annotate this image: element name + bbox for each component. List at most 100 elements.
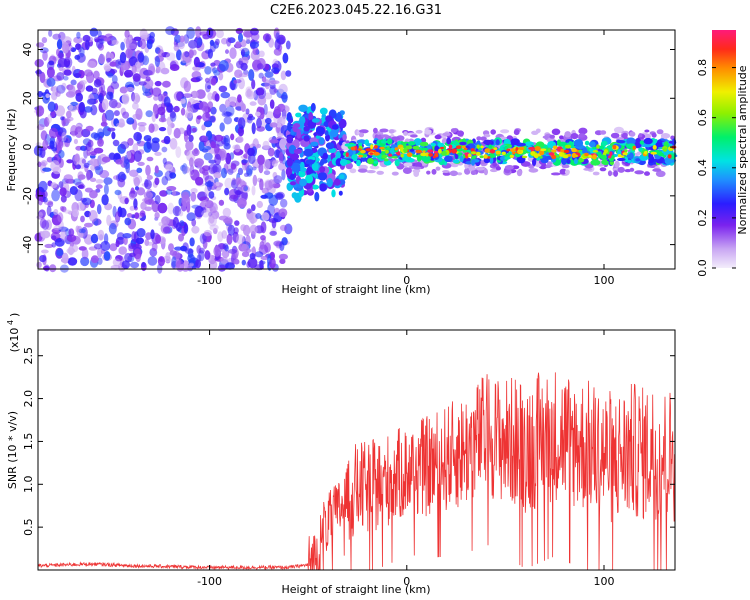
spectrogram-cell — [58, 181, 64, 189]
spectrogram-cell — [79, 80, 87, 85]
spectrogram-cell — [207, 85, 212, 90]
spectrogram-cell — [128, 243, 137, 249]
spectrogram-cell — [509, 154, 514, 158]
spectrogram-cell — [273, 48, 282, 56]
spectrogram-cell — [325, 134, 330, 142]
spectrogram-cell — [269, 257, 276, 269]
spectrogram-cell — [199, 196, 210, 202]
spectrogram-cell — [296, 129, 302, 139]
spectrogram-cell — [169, 64, 180, 71]
spectrogram-cell — [165, 189, 173, 195]
spectrogram-cell — [195, 26, 202, 38]
spectrogram-cell — [489, 153, 495, 158]
spectrogram-cell — [89, 190, 98, 199]
spectrogram-cell — [227, 224, 235, 236]
spectrogram-cell — [634, 170, 645, 175]
spectrogram-cell — [391, 171, 399, 176]
spectrogram-cell — [175, 260, 185, 272]
spectrogram-cell — [257, 94, 267, 106]
spectrogram-cell — [78, 246, 87, 251]
spectrogram-cell — [145, 241, 155, 246]
spectrogram-cell — [385, 149, 389, 154]
spectrogram-cell — [108, 152, 116, 160]
spectrogram-cell — [100, 240, 111, 252]
spectrogram-cell — [622, 152, 628, 156]
spectrogram-cell — [56, 249, 64, 257]
spectrogram-cell — [146, 39, 153, 50]
spectrogram-cell — [638, 133, 643, 138]
spectrogram-cell — [131, 231, 137, 242]
spectrogram-cell — [87, 70, 92, 78]
spectrogram-cell — [506, 148, 511, 152]
snr-x-label: Height of straight line (km) — [281, 583, 430, 596]
spectrogram-cell — [264, 180, 273, 191]
spectrogram-cell — [188, 258, 196, 264]
colorbar-tick-label: 0.2 — [696, 209, 709, 227]
spectrogram-cell — [194, 205, 204, 218]
spectrogram-cell — [129, 193, 136, 200]
spectrogram-cell — [495, 139, 500, 146]
spectrogram-cell — [68, 228, 75, 237]
spectrogram-cell — [233, 227, 239, 235]
spectrogram-cell — [383, 158, 389, 162]
spectrogram-cell — [571, 152, 577, 158]
spectrogram-cell — [448, 144, 453, 150]
spectrogram-cell — [189, 237, 195, 247]
spectrogram-cell — [278, 253, 288, 260]
spectrogram-cell — [90, 104, 98, 116]
spectrogram-cell — [190, 191, 197, 202]
spectrogram-cell — [388, 129, 395, 134]
spectrogram-cell — [143, 78, 154, 90]
spectrogram-cell — [415, 149, 423, 154]
spectrogram-cell — [644, 150, 648, 155]
spectrogram-cell — [246, 91, 256, 100]
spectrogram-cell — [48, 60, 55, 66]
spectrogram-cell — [578, 127, 588, 135]
spectrogram-cell — [406, 152, 413, 158]
spectrogram-cell — [98, 53, 106, 65]
spectrogram-cell — [525, 141, 534, 147]
spectrogram-cell — [551, 154, 557, 160]
spectrogram-cell — [135, 237, 144, 245]
spectrogram-cell — [46, 66, 55, 79]
spectrogram-cell — [86, 170, 91, 181]
spectrogram-cell — [201, 209, 211, 218]
spectrogram-cell — [293, 148, 302, 154]
spectrogram-cell — [97, 247, 103, 258]
spectrogram-cell — [365, 148, 373, 152]
spectrogram-cell — [204, 250, 211, 260]
spectrogram-cell — [61, 82, 67, 91]
spectrogram-cell — [383, 160, 392, 166]
spectrogram-cell — [196, 89, 206, 99]
spectrogram-cell — [61, 36, 72, 45]
spectrogram-cell — [40, 230, 51, 239]
spectrogram-cell — [74, 54, 81, 60]
spectrogram-cell — [178, 210, 184, 217]
spectrogram-cell — [89, 177, 97, 182]
spectrogram-cell — [267, 203, 275, 216]
spectrogram-cell — [225, 49, 229, 54]
spectrogram-cell — [35, 105, 45, 117]
spectrogram-cell — [186, 124, 192, 136]
spectrogram-cell — [588, 141, 596, 148]
spectrogram-cell — [218, 85, 228, 93]
spectrogram-cell — [146, 156, 154, 162]
spectrogram-cell — [251, 204, 256, 212]
spectrogram-x-tick-label: 0 — [403, 274, 410, 287]
spectrogram-cell — [41, 249, 49, 254]
spectrogram-cell — [103, 177, 113, 185]
spectrogram-cell — [394, 147, 399, 151]
spectrogram-cell — [286, 135, 294, 144]
spectrogram-cell — [158, 221, 164, 227]
spectrogram-cell — [213, 172, 222, 179]
spectrogram-cell — [97, 229, 105, 241]
spectrogram-cell — [356, 159, 361, 167]
spectrogram-cell — [263, 159, 271, 171]
spectrogram-x-tick-label: -100 — [197, 274, 222, 287]
spectrogram-cell — [44, 264, 50, 272]
spectrogram-cell — [338, 118, 347, 129]
spectrogram-cell — [165, 26, 175, 36]
spectrogram-cell — [424, 129, 432, 135]
spectrogram-cell — [300, 161, 305, 170]
spectrogram-cell — [528, 146, 536, 150]
